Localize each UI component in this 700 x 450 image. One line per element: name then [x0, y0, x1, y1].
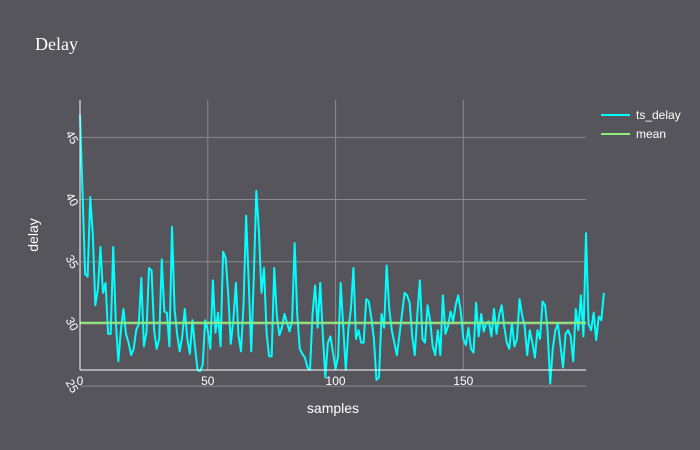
chart-title: Delay [35, 34, 78, 54]
x-tick-label-3: 150 [453, 374, 473, 388]
x-tick-label-0: 0 [77, 374, 84, 388]
y-axis-label: delay [25, 218, 41, 251]
legend-item-mean[interactable]: mean [601, 127, 666, 141]
y-tick-label-4: 45 [63, 128, 82, 147]
y-tick-label-2: 35 [63, 252, 82, 271]
legend-label-0: ts_delay [636, 108, 681, 122]
y-tick-label-1: 30 [63, 315, 82, 334]
ts-delay-line [79, 114, 605, 385]
grid [80, 100, 586, 387]
x-ticks: 0 50 100 150 [77, 374, 474, 388]
x-axis-label: samples [307, 400, 359, 416]
series-layer [79, 114, 605, 385]
axes [79, 100, 586, 371]
x-tick-label-1: 50 [201, 374, 215, 388]
legend-item-ts-delay[interactable]: ts_delay [601, 108, 681, 122]
x-tick-label-2: 100 [326, 374, 346, 388]
y-tick-label-0: 25 [63, 377, 82, 396]
y-tick-label-3: 40 [63, 190, 82, 209]
legend-label-1: mean [636, 127, 666, 141]
y-ticks: 25 30 35 40 45 [63, 128, 82, 396]
